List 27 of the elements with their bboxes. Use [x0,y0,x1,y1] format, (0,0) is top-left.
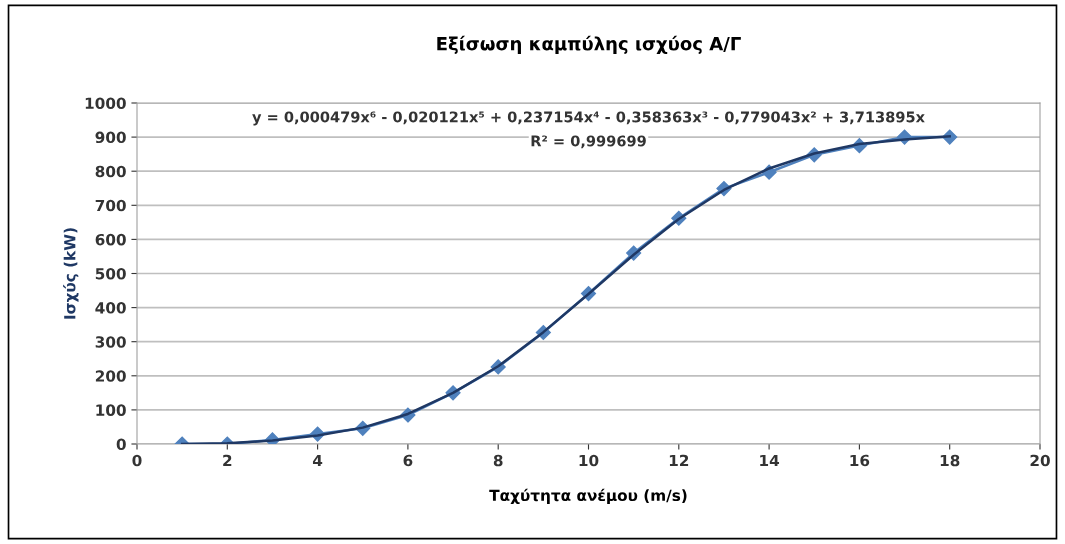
x-axis-title: Ταχύτητα ανέμου (m/s) [489,488,687,505]
annotation: y = 0,000479x⁶ - 0,020121x⁵ + 0,237154x⁴ - 0,358363x³ - 0,779043x² + 3,713895x [252,111,925,126]
y-tick-label: 800 [95,165,126,178]
y-tick-label: 500 [95,267,126,280]
y-tick-label: 200 [95,370,126,382]
annotation: R² = 0,999699 [531,135,646,149]
y-tick-label: 1000 [85,97,126,110]
y-tick-label: 700 [95,199,126,212]
x-tick-label: 10 [579,454,599,467]
chart-title: Εξίσωση καμπύλης ισχύος Α/Γ [437,35,741,54]
y-tick-label: 0 [116,438,126,451]
x-tick-label: 0 [132,454,142,467]
y-axis-title: Ισχύς (kW) [63,228,79,319]
x-tick-label: 14 [760,454,780,467]
x-tick-label: 4 [312,454,323,467]
x-tick-label: 6 [403,454,413,467]
x-tick-label: 16 [850,454,870,467]
x-tick-label: 20 [1030,454,1050,467]
y-tick-label: 300 [95,336,126,348]
x-tick-label: 12 [669,454,689,467]
y-tick-label: 100 [96,404,126,416]
y-tick-label: 600 [95,233,126,246]
y-tick-label: 400 [95,302,126,314]
y-tick-label: 900 [95,131,126,144]
x-tick-label: 8 [493,454,503,467]
x-tick-label: 2 [223,454,232,467]
x-tick-label: 18 [940,454,960,467]
